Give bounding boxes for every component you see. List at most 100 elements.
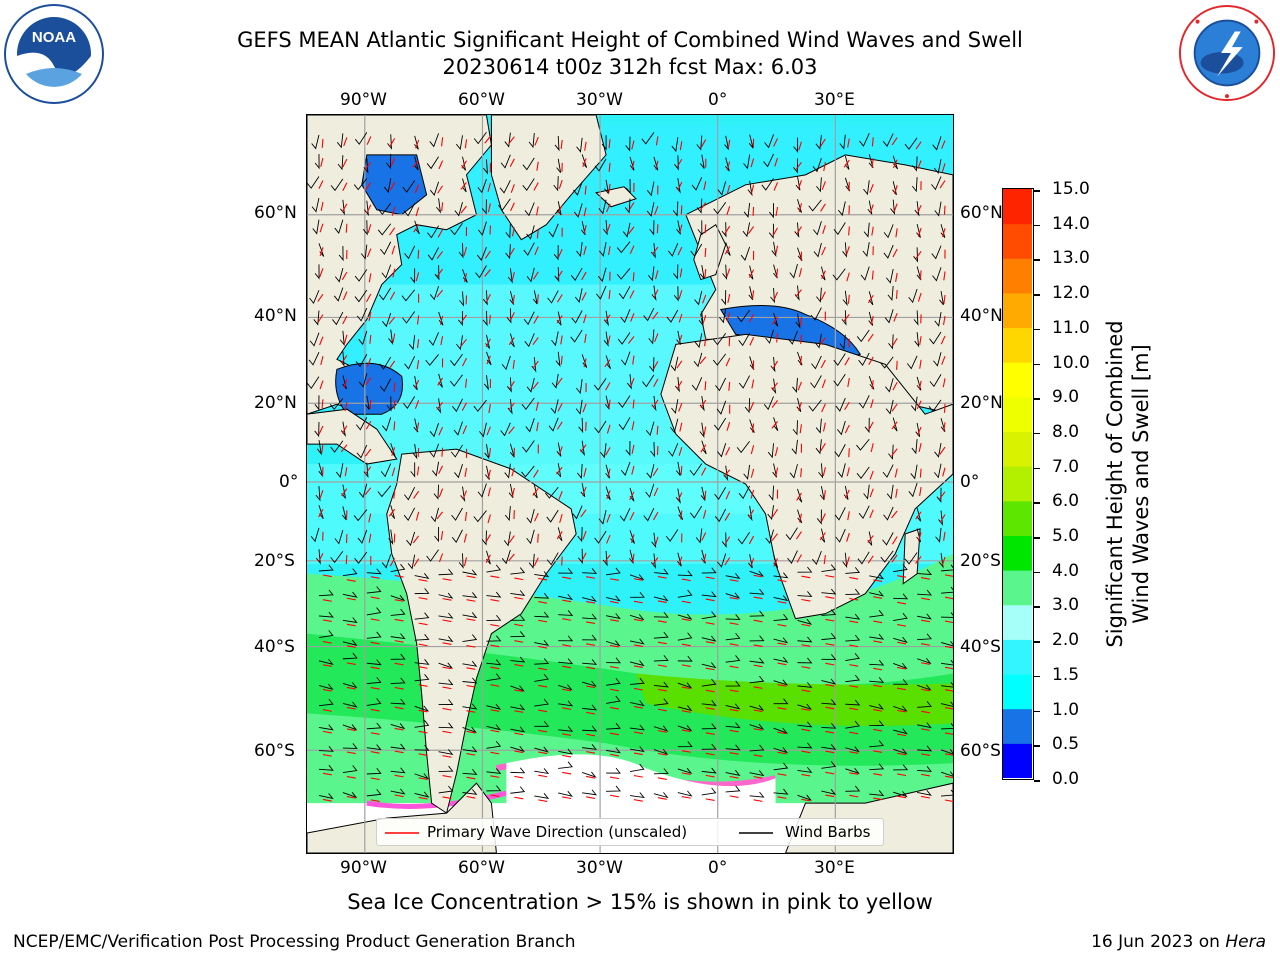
wind-barb [677,682,693,689]
wind-barb [940,701,953,707]
wave-direction-arrow [941,163,946,173]
wind-barb [342,701,358,708]
wave-direction-arrow [724,225,731,235]
wind-barb [593,378,607,391]
wave-direction-arrow [581,271,587,281]
wave-direction-arrow [873,728,883,732]
wind-barb [843,485,849,500]
wave-direction-arrow [562,599,572,603]
wind-barb [933,463,942,479]
wind-barb [390,723,406,730]
wind-barb [869,659,885,666]
wind-barb [653,156,659,171]
wave-direction-arrow [441,447,444,457]
wind-barb [868,154,874,169]
wind-barb [619,507,631,522]
wave-direction-arrow [655,270,659,280]
wave-direction-arrow [939,446,946,455]
wave-direction-arrow [490,644,500,648]
wave-direction-arrow [847,511,850,521]
wave-direction-arrow [771,400,778,408]
wave-direction-arrow [322,664,332,667]
wind-barb [653,748,669,756]
wind-barb [701,635,717,642]
wave-direction-arrow [825,618,835,622]
wind-barb [454,201,463,217]
wind-barb [358,373,368,388]
wind-barb [414,791,430,798]
wave-direction-arrow [893,203,898,213]
wave-direction-arrow [368,273,372,283]
wind-barb [551,373,559,389]
wind-barb [869,740,885,748]
wave-direction-arrow [630,313,635,322]
wind-barb [606,567,621,576]
wind-barb [456,335,463,351]
wave-direction-arrow [652,467,659,477]
wind-barb [773,656,789,663]
wind-barb [816,287,822,303]
wave-direction-arrow [487,182,491,192]
wind-barb [486,785,502,792]
wind-barb [765,329,774,344]
wind-barb [358,483,368,499]
wind-barb [404,486,416,501]
wind-barb [450,353,463,367]
wave-direction-arrow [873,667,883,671]
wind-barb [677,570,693,577]
wave-direction-arrow [704,337,707,347]
wave-direction-arrow [652,399,659,408]
wave-direction-arrow [704,381,707,391]
wave-direction-arrow [389,558,396,567]
wind-barb [505,223,511,239]
wave-direction-arrow [464,139,468,149]
wind-barb [892,417,898,432]
wind-barb [450,444,463,458]
wind-barb [598,199,607,215]
wave-direction-arrow [562,644,572,647]
lat-label-right: 40°N [960,306,1003,326]
wave-direction-arrow [654,536,659,546]
wave-direction-arrow [753,619,763,623]
wave-direction-arrow [533,182,539,191]
wave-direction-arrow [583,314,587,324]
wind-barb [749,744,765,752]
colorbar-tick-label: 11.0 [1052,317,1090,338]
colorbar-swatch [1003,466,1032,502]
wind-barb [556,442,562,457]
wave-direction-arrow [532,337,539,346]
wave-direction-arrow [609,600,619,604]
wave-direction-arrow [510,184,515,193]
wave-direction-arrow [343,137,348,147]
wave-direction-arrow [700,139,707,148]
lon-label-top: 90°W [340,90,387,110]
wave-direction-arrow [488,448,491,458]
wind-barb [390,505,396,519]
wave-direction-arrow [704,268,707,279]
wind-barb [580,221,586,236]
wave-direction-arrow [418,666,428,669]
wave-direction-arrow [391,245,396,255]
wind-barb [845,699,861,706]
wind-barb [575,379,583,395]
wind-barb [380,241,392,255]
wave-direction-arrow [508,553,515,562]
wind-barb [742,222,751,238]
wave-direction-arrow [466,795,476,799]
wind-barb [477,483,487,498]
wave-direction-arrow [728,381,731,391]
wind-barb [307,176,320,189]
wave-direction-arrow [320,157,324,167]
wave-direction-arrow [514,689,524,692]
wind-barb [651,395,657,412]
wave-direction-arrow [394,750,404,754]
wind-barb [366,768,382,775]
wind-barb [526,509,535,524]
wind-barb [461,178,467,193]
wind-barb [414,705,430,712]
wave-direction-arrow [681,643,691,647]
wave-direction-arrow [846,467,850,477]
wind-barb [674,155,679,171]
lat-label-left: 60°S [254,741,295,761]
wave-direction-arrow [705,732,715,735]
